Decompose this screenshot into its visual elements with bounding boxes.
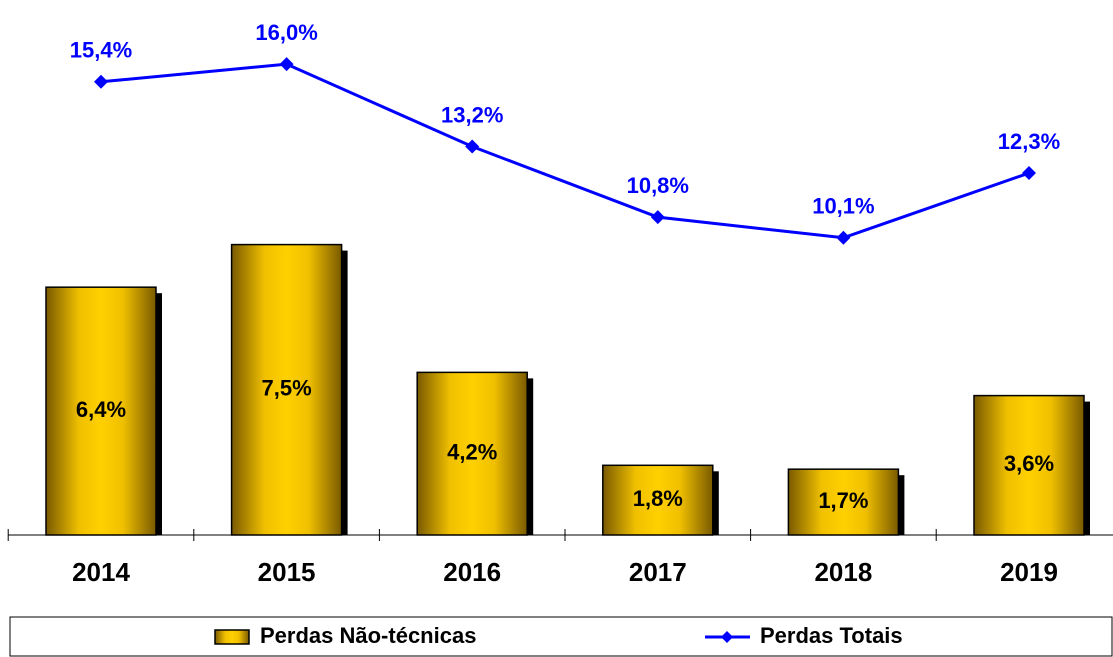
legend-swatch (214, 629, 250, 645)
line-value-label: 13,2% (441, 102, 503, 127)
x-tick-label: 2014 (72, 557, 130, 587)
bar (230, 243, 343, 536)
bar-value-label: 3,6% (1004, 451, 1054, 476)
bar-value-label: 1,7% (818, 488, 868, 513)
line-value-label: 16,0% (255, 20, 317, 45)
legend-marker (721, 631, 733, 643)
bar-value-label: 7,5% (262, 376, 312, 401)
line-value-label: 15,4% (70, 38, 132, 63)
legend-label: Perdas Totais (760, 623, 903, 648)
bar-value-label: 1,8% (633, 486, 683, 511)
legend-label: Perdas Não-técnicas (260, 623, 476, 648)
x-tick-label: 2016 (443, 557, 501, 587)
legend-box (9, 616, 1113, 657)
bar (45, 286, 157, 536)
line (100, 62, 1030, 240)
line-marker (94, 74, 108, 89)
line-marker (465, 139, 480, 154)
bar (787, 468, 900, 536)
x-tick-label: 2017 (629, 557, 687, 587)
bar (973, 394, 1085, 536)
line-marker (279, 57, 294, 72)
bar (416, 371, 528, 536)
line-marker (650, 210, 665, 225)
x-tick-label: 2015 (258, 557, 316, 587)
line-marker (1022, 166, 1036, 181)
line-value-label: 10,1% (812, 194, 874, 219)
bar-value-label: 4,2% (447, 439, 497, 464)
x-tick-label: 2018 (814, 557, 872, 587)
x-tick-label: 2019 (1000, 557, 1058, 587)
bar (602, 464, 714, 536)
line-marker (836, 230, 851, 245)
line-value-label: 12,3% (998, 129, 1060, 154)
line-value-label: 10,8% (627, 173, 689, 198)
bar-value-label: 6,4% (76, 397, 126, 422)
